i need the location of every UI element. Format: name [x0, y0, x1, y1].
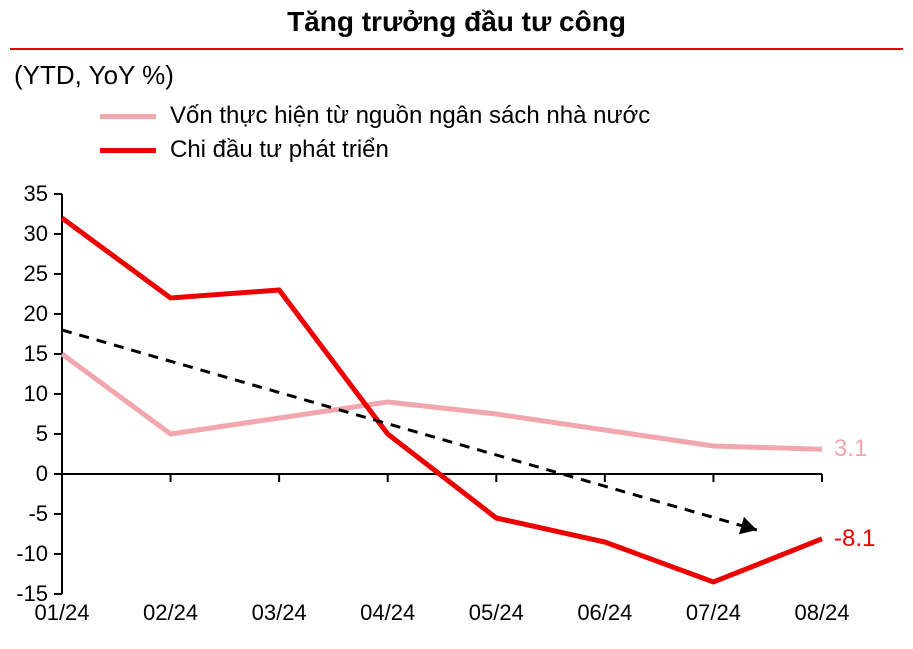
x-tick-label: 06/24 [560, 600, 650, 626]
y-tick-label: -10 [0, 541, 48, 567]
line-chart [0, 0, 912, 644]
series-end-label: 3.1 [834, 435, 867, 463]
x-tick-label: 08/24 [777, 600, 867, 626]
x-tick-label: 05/24 [451, 600, 541, 626]
y-tick-label: 30 [0, 221, 48, 247]
y-tick-label: 15 [0, 341, 48, 367]
y-tick-label: -5 [0, 501, 48, 527]
y-tick-label: 10 [0, 381, 48, 407]
y-tick-label: 5 [0, 421, 48, 447]
x-tick-label: 02/24 [126, 600, 216, 626]
y-tick-label: 25 [0, 261, 48, 287]
x-tick-label: 01/24 [17, 600, 107, 626]
y-tick-label: 0 [0, 461, 48, 487]
x-tick-label: 04/24 [343, 600, 433, 626]
x-tick-label: 07/24 [668, 600, 758, 626]
y-tick-label: 20 [0, 301, 48, 327]
series-end-label: -8.1 [834, 525, 875, 553]
y-tick-label: 35 [0, 181, 48, 207]
x-tick-label: 03/24 [234, 600, 324, 626]
